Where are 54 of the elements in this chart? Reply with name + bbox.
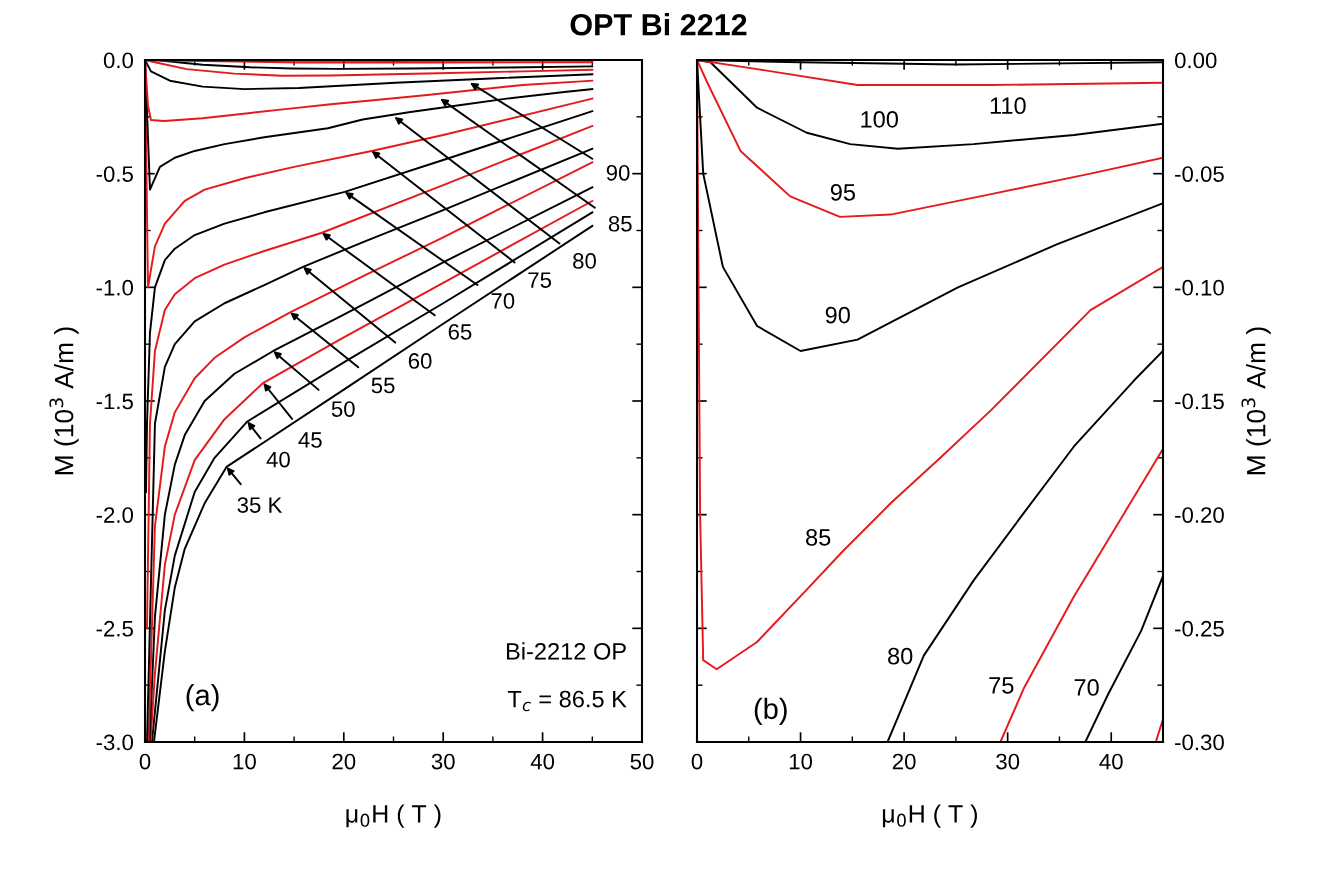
annotation: (b) xyxy=(754,697,787,725)
y-axis-title: M (10$^{3}$ A/m ) xyxy=(49,327,79,475)
y-tick-label: -0.5 xyxy=(96,166,133,182)
annotation: 45 xyxy=(298,432,322,448)
y-tick-label: -0.30 xyxy=(1175,734,1224,751)
annotation: Bi-2212 OP xyxy=(506,642,626,660)
x-tick-label: 40 xyxy=(530,753,555,770)
y-tick-label: -2.0 xyxy=(96,507,134,523)
annotation: 50 xyxy=(331,401,355,417)
x-axis-title: μ$_{0}$H ( T ) xyxy=(346,804,441,828)
annotation: 60 xyxy=(408,353,432,369)
annotation: 110 xyxy=(990,97,1026,115)
y-tick-label: -1.0 xyxy=(96,279,134,296)
x-tick-label: 20 xyxy=(892,753,916,770)
x-tick-label: 30 xyxy=(431,753,455,770)
annotation: T$_{c}$ = 86.5 K xyxy=(507,690,627,712)
y-tick-label: 0.00 xyxy=(1174,52,1217,69)
annotation: 90 xyxy=(606,164,630,181)
annotation: (a) xyxy=(186,684,219,712)
annotation: 40 xyxy=(266,451,290,468)
y-tick-label: 0.0 xyxy=(103,52,134,69)
annotation: 75 xyxy=(528,272,552,288)
annotation: 35 K xyxy=(237,497,283,513)
x-tick-label: 0 xyxy=(691,753,703,770)
x-tick-label: 20 xyxy=(332,753,356,770)
y-tick-label: -0.05 xyxy=(1175,166,1224,182)
annotation: 95 xyxy=(830,183,855,201)
annotation: 80 xyxy=(888,647,913,665)
annotation: 70 xyxy=(1074,679,1099,696)
y-tick-label: -0.25 xyxy=(1175,620,1224,637)
y-tick-label: -0.15 xyxy=(1175,393,1224,410)
y-tick-label: -1.5 xyxy=(96,393,133,410)
annotation: 90 xyxy=(825,306,850,324)
x-tick-label: 0 xyxy=(139,753,151,770)
chart-title: OPT Bi 2212 xyxy=(570,13,747,36)
x-tick-label: 30 xyxy=(996,753,1020,770)
y-tick-label: -0.20 xyxy=(1175,507,1224,523)
annotation: 65 xyxy=(448,324,472,340)
y-tick-label: -3.0 xyxy=(96,734,134,751)
y-tick-label: -2.5 xyxy=(96,620,133,637)
annotation: 55 xyxy=(371,377,395,394)
x-tick-label: 10 xyxy=(233,753,256,770)
annotation: 85 xyxy=(608,215,632,232)
x-tick-label: 40 xyxy=(1099,753,1123,770)
annotation: 75 xyxy=(989,677,1014,694)
y-axis-title: M (10$^{3}$ A/m ) xyxy=(1241,327,1271,475)
x-tick-label: 50 xyxy=(630,753,654,770)
annotation: 85 xyxy=(806,529,831,546)
x-tick-label: 10 xyxy=(789,753,813,770)
annotation: 70 xyxy=(491,293,515,309)
annotation: 100 xyxy=(861,111,898,128)
y-tick-label: -0.10 xyxy=(1175,279,1224,296)
annotation: 80 xyxy=(573,253,596,269)
x-axis-title: μ$_{0}$H ( T ) xyxy=(882,804,977,828)
